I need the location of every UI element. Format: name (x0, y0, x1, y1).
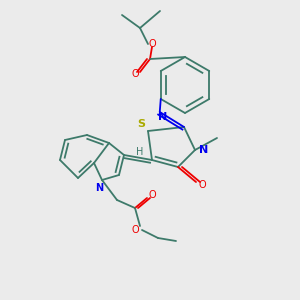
Text: N: N (200, 145, 208, 155)
Text: N: N (158, 112, 167, 122)
Text: O: O (198, 180, 206, 190)
Text: O: O (131, 225, 139, 235)
Text: O: O (131, 69, 139, 79)
Text: S: S (137, 119, 145, 129)
Text: O: O (148, 190, 156, 200)
Text: N: N (95, 183, 103, 193)
Text: O: O (148, 39, 156, 49)
Text: H: H (136, 147, 144, 157)
